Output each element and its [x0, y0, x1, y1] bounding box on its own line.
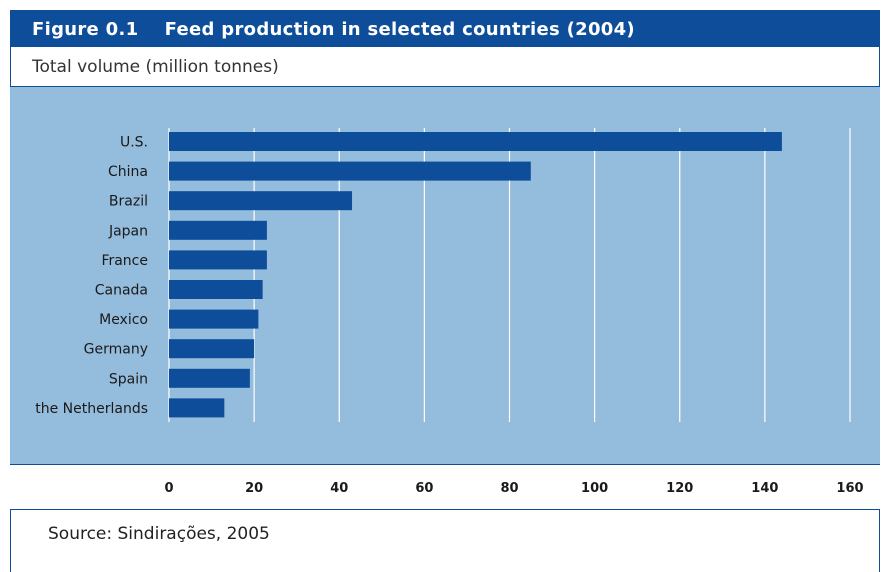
x-tick-label: 160: [836, 481, 863, 496]
subtitle-bar: Total volume (million tonnes): [10, 47, 880, 87]
category-label: the Netherlands: [35, 401, 148, 417]
source-note: Source: Sindirações, 2005: [48, 524, 270, 544]
x-tick-label: 20: [245, 481, 263, 496]
figure-title: Figure 0.1 Feed production in selected c…: [32, 19, 635, 40]
category-label: France: [101, 253, 148, 269]
bar-spain: [169, 368, 250, 388]
bar-china: [169, 161, 531, 181]
x-tick-label: 100: [581, 481, 608, 496]
figure-header: Figure 0.1 Feed production in selected c…: [10, 10, 880, 47]
category-label: Spain: [109, 371, 148, 387]
bar-canada: [169, 280, 263, 299]
x-tick-label: 40: [330, 481, 348, 496]
bar-germany: [169, 339, 255, 359]
x-tick-label: 0: [164, 481, 173, 496]
category-label: Japan: [108, 223, 148, 239]
category-label: U.S.: [120, 135, 148, 151]
x-axis-strip: [10, 464, 880, 510]
x-tick-label: 120: [666, 481, 693, 496]
bar-mexico: [169, 309, 259, 329]
x-tick-label: 140: [751, 481, 778, 496]
category-label: Germany: [84, 342, 148, 358]
x-tick-label: 80: [500, 481, 518, 496]
bar-brazil: [169, 191, 353, 211]
category-label: Canada: [95, 283, 148, 299]
bar-japan: [169, 220, 267, 240]
bar-the-netherlands: [169, 398, 225, 418]
category-label: Brazil: [109, 194, 148, 210]
category-label: China: [108, 164, 148, 180]
chart-subtitle: Total volume (million tonnes): [32, 57, 279, 77]
x-tick-label: 60: [415, 481, 433, 496]
category-label: Mexico: [99, 312, 148, 328]
bar-france: [169, 250, 267, 270]
bar-u-s-: [169, 132, 782, 151]
